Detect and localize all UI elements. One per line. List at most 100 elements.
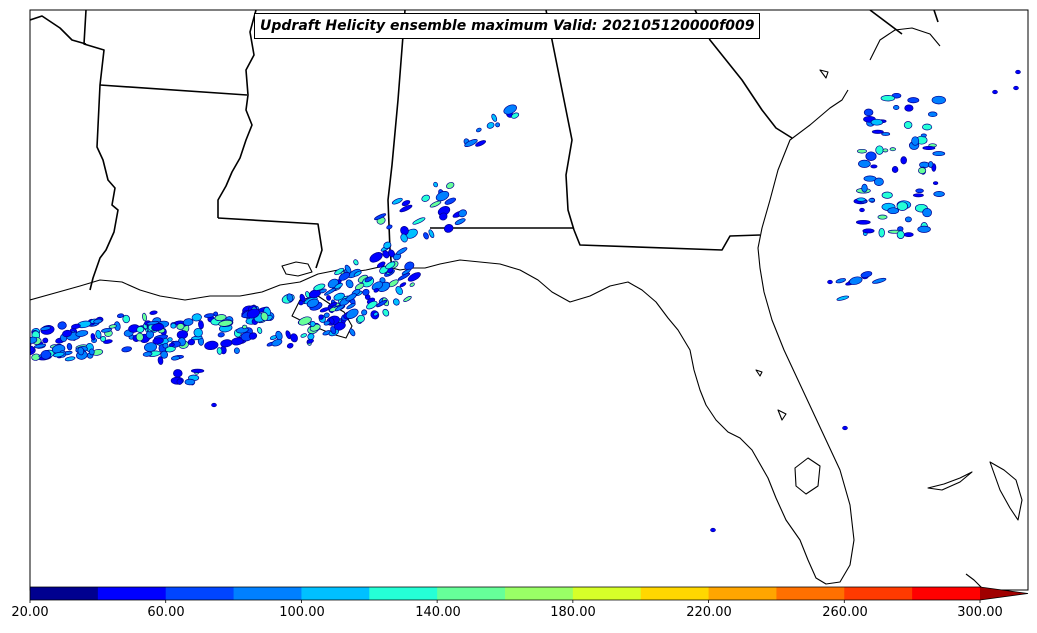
helicity-cell [108,324,117,329]
helicity-cell [475,140,487,147]
helicity-cell [170,355,181,361]
helicity-cell [136,326,145,333]
helicity-cell [349,328,356,337]
helicity-cell [382,308,390,317]
helicity-cell [900,156,907,165]
helicity-cell [103,339,113,344]
helicity-cell [878,227,885,238]
helicity-cell [290,333,298,343]
helicity-cell [849,276,863,285]
helicity-cell [399,204,413,213]
helicity-cell [401,268,411,276]
colorbar-segment [640,587,710,600]
helicity-cell [915,188,924,194]
helicity-cell [306,298,320,308]
helicity-cell [95,329,102,340]
helicity-cell [330,326,337,335]
helicity-cell [152,337,164,345]
helicity-cell [891,166,899,173]
helicity-cell [444,197,457,205]
helicity-cell [374,213,387,221]
helicity-cell [345,293,357,302]
helicity-cell [446,182,455,189]
helicity-cell [333,292,345,301]
colorbar-tick-label: 220.00 [686,605,732,620]
colorbar-segment [912,587,981,600]
helicity-cell [373,287,379,293]
helicity-cell [862,228,875,234]
helicity-cell [882,148,889,153]
helicity-cell [298,316,312,326]
helicity-cell [313,283,326,291]
helicity-cell [182,318,194,326]
helicity-cell [1015,69,1021,75]
helicity-cell [286,342,294,349]
helicity-cell [40,350,52,360]
helicity-cell [887,207,900,215]
helicity-cell [877,214,888,220]
helicity-cell [299,293,306,303]
helicity-cell [856,148,868,154]
colorbar-segment [708,587,777,600]
helicity-cell [880,95,896,102]
helicity-cell [917,225,931,233]
helicity-cell [475,127,482,133]
helicity-cell [835,278,847,284]
helicity-cell [361,309,368,316]
helicity-cell [403,296,412,302]
helicity-cell [220,339,233,348]
helicity-cell [435,191,450,202]
helicity-cell [395,286,403,296]
helicity-cell [865,151,877,161]
helicity-cell [184,378,196,386]
helicity-cell [364,276,373,283]
helicity-cell [218,319,233,327]
helicity-cell [859,207,865,213]
helicity-cell [260,311,269,322]
helicity-cell [904,104,914,112]
helicity-cell [392,298,400,306]
helicity-cell [918,167,927,175]
helicity-cell [710,527,716,533]
helicity-cell [443,224,454,233]
helicity-cell [922,123,933,131]
helicity-cell [334,282,343,290]
helicity-cell [90,333,96,341]
helicity-cell [42,337,49,344]
helicity-cell [160,350,169,359]
helicity-cell [142,312,147,322]
helicity-cell [860,271,873,278]
colorbar [29,586,1029,603]
coastlines [30,27,1023,589]
colorbar-segment [844,587,913,600]
helicity-cell [870,164,878,169]
colorbar-segment [165,587,235,600]
helicity-cell [193,327,203,338]
colorbar-tick-label: 260.00 [822,605,868,620]
helicity-cell [57,321,67,330]
helicity-cell [376,299,388,308]
helicity-cell [385,261,396,270]
helicity-cell [319,307,330,313]
helicity-cell [423,232,429,240]
helicity-cell [167,337,173,342]
helicity-cell [393,252,402,261]
helicity-cell [157,356,164,365]
helicity-contours [30,69,1021,533]
helicity-cell [386,224,393,230]
helicity-cell [53,351,65,358]
helicity-cell [376,261,386,268]
helicity-cell [881,132,891,136]
helicity-cell [162,342,169,349]
colorbar-tick-label: 60.00 [147,605,185,620]
helicity-cell [868,198,875,203]
helicity-cell [396,247,408,255]
helicity-cell [369,252,383,263]
helicity-cell [203,313,215,318]
helicity-cell [872,277,887,284]
helicity-cell [429,200,442,208]
helicity-cell [391,197,403,205]
helicity-cell [503,104,517,115]
helicity-cell [233,347,240,354]
helicity-cell [399,282,407,288]
